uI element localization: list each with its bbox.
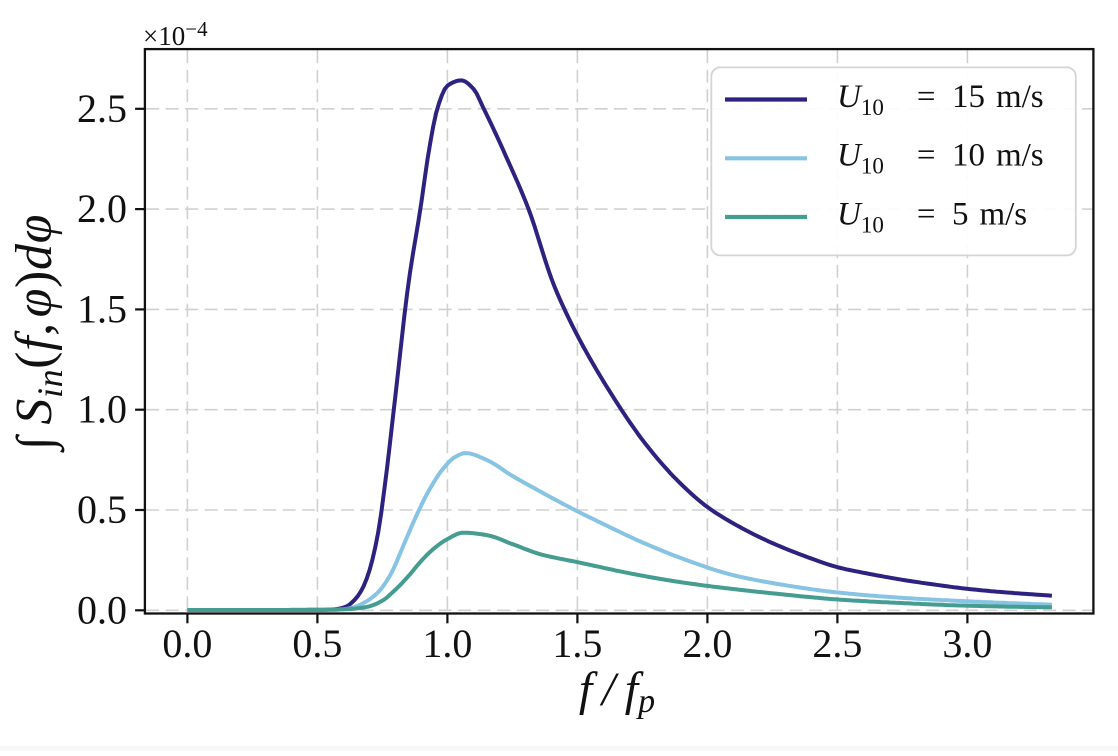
svg-text:U10 = 10 m/s: U10 = 10 m/s — [837, 138, 1044, 179]
svg-text:0.5: 0.5 — [77, 487, 127, 532]
svg-text:1.0: 1.0 — [77, 387, 127, 432]
svg-text:U10 = 15 m/s: U10 = 15 m/s — [837, 79, 1044, 120]
svg-text:∫ Sin(f, φ)dφ: ∫ Sin(f, φ)dφ — [6, 214, 70, 453]
svg-text:U10 = 5 m/s: U10 = 5 m/s — [837, 196, 1027, 237]
svg-text:2.5: 2.5 — [812, 621, 862, 666]
svg-text:2.0: 2.0 — [682, 621, 732, 666]
svg-text:0.0: 0.0 — [162, 621, 212, 666]
svg-text:1.5: 1.5 — [77, 286, 127, 331]
svg-text:1.0: 1.0 — [422, 621, 472, 666]
svg-text:0.5: 0.5 — [292, 621, 342, 666]
svg-text:0.0: 0.0 — [77, 587, 127, 632]
svg-text:1.5: 1.5 — [552, 621, 602, 666]
svg-text:3.0: 3.0 — [942, 621, 992, 666]
svg-text:2.5: 2.5 — [77, 86, 127, 131]
svg-text:2.0: 2.0 — [77, 186, 127, 231]
